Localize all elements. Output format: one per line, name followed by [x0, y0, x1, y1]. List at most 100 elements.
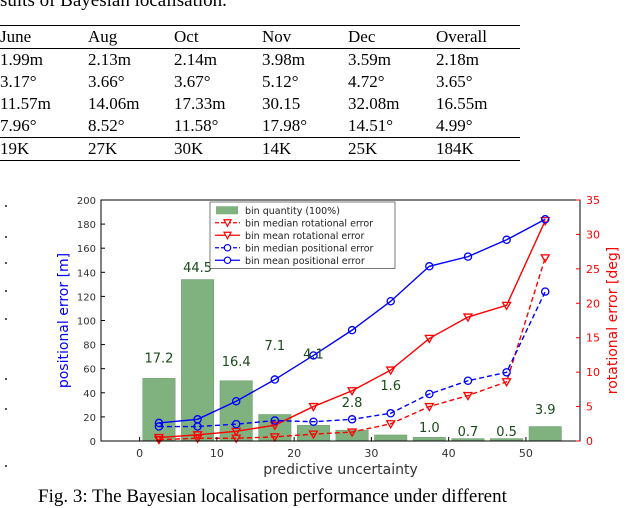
margin-mark — [5, 318, 7, 320]
bar-data-label: 1.0 — [419, 421, 440, 436]
table-cell: 14.51° — [348, 115, 436, 138]
bar-label-layer: 17.2 44.5 16.4 7.1 4.1 2.8 1.6 1.0 0.7 0.5 3.9 — [144, 261, 555, 440]
table-cell: 11.57m — [0, 94, 51, 113]
data-point — [269, 433, 280, 443]
data-point — [462, 391, 474, 401]
bar — [181, 279, 215, 442]
header-june: June — [0, 25, 88, 49]
table-cell: 14K — [262, 137, 348, 161]
legend-entry: bin quantity (100%) — [245, 206, 340, 217]
table-cell: 2.13m — [88, 50, 131, 69]
y-left-tick-label: 200 — [77, 196, 96, 207]
caption-bottom: Fig. 3: The Bayesian localisation perfor… — [38, 486, 507, 507]
table-header-row: June Aug Oct Nov Dec Overall — [0, 25, 520, 49]
table-cell: 1.99m — [0, 50, 43, 69]
data-point — [193, 415, 202, 424]
data-point — [270, 375, 280, 384]
y-right-tick-label: 20 — [586, 297, 600, 310]
data-point — [154, 418, 164, 428]
legend-marker — [222, 231, 233, 241]
data-point — [269, 421, 280, 431]
y-left-tick-label: 0 — [90, 437, 96, 448]
legend-entry: bin mean rotational error — [245, 231, 364, 242]
header-aug: Aug — [88, 25, 174, 49]
data-point — [270, 416, 280, 425]
x-axis-label: predictive uncertainty — [263, 462, 418, 478]
data-point — [347, 325, 357, 335]
table-cell: 4.72° — [348, 72, 385, 91]
series-line — [158, 257, 546, 441]
header-dec: Dec — [348, 25, 436, 49]
data-point — [424, 402, 435, 412]
data-point — [154, 422, 164, 431]
table-cell: 184K — [436, 137, 520, 161]
margin-mark — [5, 378, 7, 380]
x-tick-label: 40 — [442, 447, 456, 460]
table-row: 11.57m 14.06m 17.33m 30.15 32.08m 16.55m — [0, 93, 520, 115]
data-point — [540, 287, 550, 296]
y-right-tick-label: 10 — [586, 366, 600, 379]
y-right-tick-label: 35 — [586, 194, 600, 207]
margin-mark — [5, 205, 7, 207]
header-overall: Overall — [436, 25, 520, 49]
data-point — [425, 262, 434, 271]
data-point — [502, 368, 511, 377]
table-cell: 2.14m — [174, 50, 217, 69]
data-point — [463, 376, 473, 385]
data-point — [386, 409, 395, 418]
y-left-tick-label: 80 — [83, 341, 96, 352]
data-point — [309, 351, 318, 360]
data-point — [540, 254, 551, 264]
legend-swatch — [216, 206, 238, 215]
data-point — [231, 419, 241, 429]
bar — [142, 378, 176, 442]
table-cell: 14.06m — [88, 94, 140, 113]
table-cell: 8.52° — [88, 115, 174, 138]
axes-layer: 0 10 20 30 40 50 0 20 40 60 80 100 120 140 160 180 200 0 5… — [77, 194, 600, 460]
table-cell: 17.33m — [174, 94, 226, 113]
table-cell: 3.98m — [262, 50, 305, 69]
y-left-tick-label: 60 — [83, 365, 96, 376]
y-left-tick-label: 100 — [77, 317, 96, 328]
data-point — [308, 430, 319, 440]
data-point — [501, 301, 512, 311]
data-point — [540, 215, 550, 224]
bar-data-label: 4.1 — [303, 348, 324, 363]
series-line — [158, 218, 546, 424]
x-tick-label: 50 — [519, 447, 533, 460]
data-point — [231, 396, 241, 406]
y-right-tick-label: 5 — [586, 401, 593, 414]
table-cell: 3.67° — [174, 72, 211, 91]
legend-marker — [222, 219, 233, 228]
bar-data-label: 7.1 — [264, 339, 285, 354]
margin-mark — [5, 236, 7, 238]
data-point — [308, 402, 319, 412]
bar — [374, 434, 408, 442]
table-cell: 19K — [0, 137, 88, 161]
table-cell: 27K — [88, 137, 174, 161]
bar-data-label: 1.6 — [380, 379, 401, 394]
bar-data-label: 2.8 — [342, 396, 363, 411]
header-oct: Oct — [174, 25, 262, 49]
table-cell: 17.98° — [262, 115, 348, 138]
results-table: June Aug Oct Nov Dec Overall 1.99m 2.13m… — [0, 25, 520, 161]
table-cell: 11.58° — [174, 115, 262, 138]
bar-data-label: 3.9 — [535, 403, 556, 418]
x-tick-label: 20 — [287, 447, 301, 460]
y-left-tick-label: 120 — [77, 292, 96, 303]
data-point — [463, 252, 473, 261]
table-row: 3.17° 3.66° 3.67° 5.12° 4.72° 3.65° — [0, 71, 520, 93]
margin-mark — [5, 408, 7, 410]
table-cell: 2.18m — [436, 50, 479, 69]
table-cell: 16.55m — [436, 94, 488, 113]
y-axis-right-label: rotational error [deg] — [605, 247, 621, 394]
margin-mark — [5, 262, 7, 264]
data-point — [346, 428, 358, 438]
table-cell: 3.65° — [436, 72, 473, 91]
data-point — [386, 296, 395, 306]
legend-marker — [223, 243, 232, 252]
table-cell: 32.08m — [348, 94, 400, 113]
data-point — [153, 435, 165, 445]
y-axis-left-label: positional error [m] — [56, 253, 72, 388]
table-row: 1.99m 2.13m 2.14m 3.98m 3.59m 2.18m — [0, 49, 520, 72]
